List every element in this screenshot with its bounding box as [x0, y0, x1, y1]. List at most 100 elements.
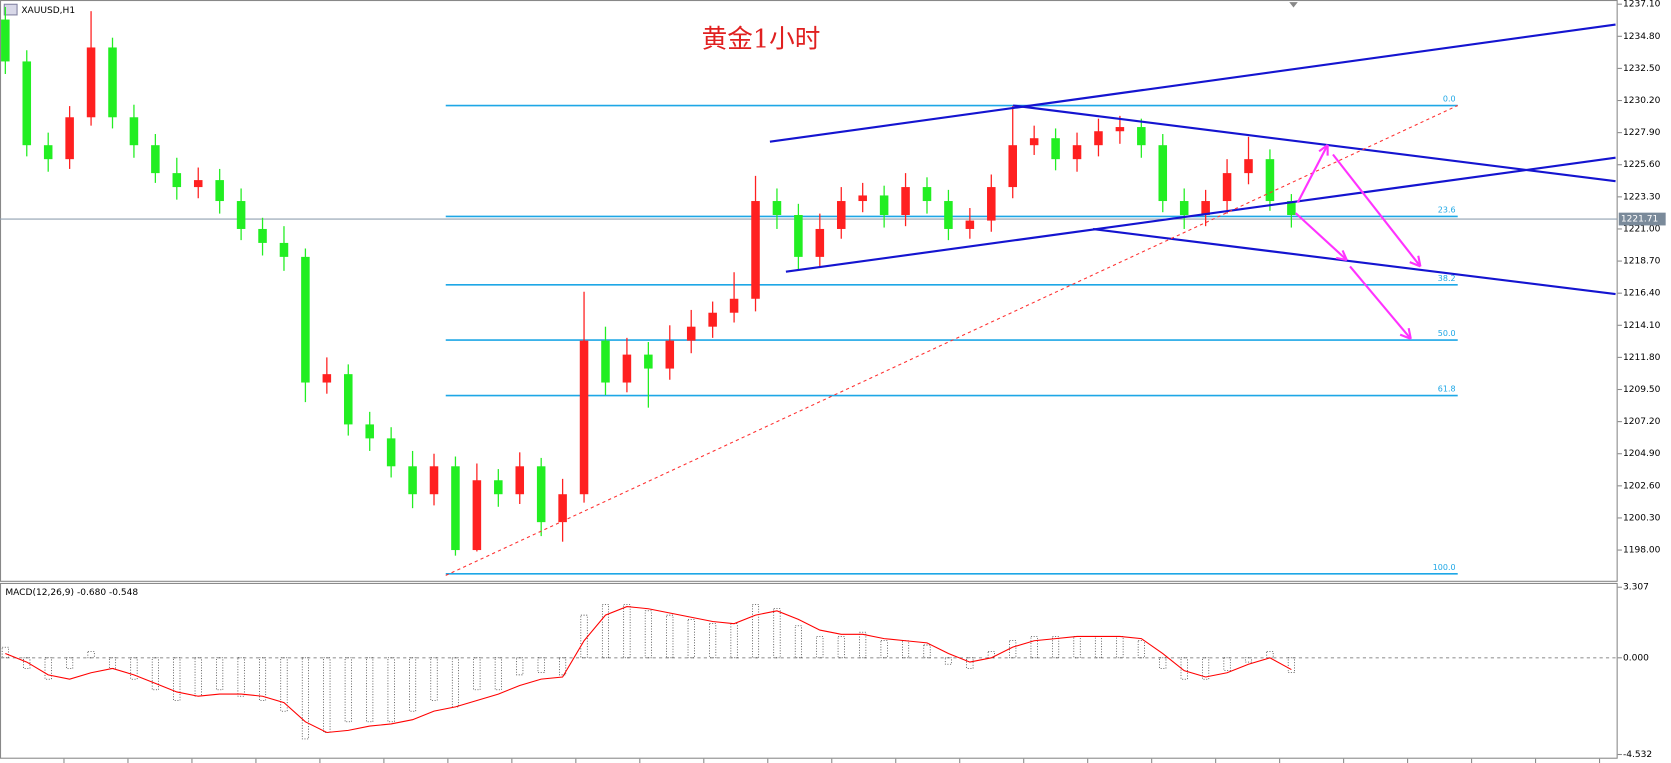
y-tick-label: 1216.40	[1623, 289, 1661, 299]
macd-bar	[66, 657, 74, 669]
series-layer: 0.0 23.6 38.2 50.0 61.8 100.0	[0, 6, 1618, 740]
candle-body	[236, 201, 246, 229]
macd-bar	[237, 657, 245, 697]
arrow	[1294, 212, 1348, 261]
macd-bar	[1244, 657, 1253, 663]
candle-body	[601, 340, 610, 383]
y-tick-label: 1202.60	[1623, 481, 1661, 491]
candle-body	[1244, 159, 1253, 174]
candle-body	[1158, 145, 1168, 202]
macd-bar	[1159, 657, 1167, 669]
macd-bar	[108, 657, 117, 669]
macd-bar	[1009, 640, 1017, 659]
candle-body	[901, 187, 910, 215]
fib-label: 50.0	[1438, 329, 1456, 338]
macd-bar	[537, 657, 545, 674]
fib-label: 38.2	[1438, 274, 1456, 283]
macd-bar	[44, 657, 52, 680]
drawings	[445, 23, 1616, 576]
macd-bar	[130, 657, 138, 680]
arrow	[1332, 153, 1422, 268]
candle-body	[1265, 159, 1275, 202]
macd-bar	[280, 657, 288, 712]
candle-body	[258, 228, 267, 243]
macd-bar	[301, 657, 309, 740]
candle-body	[365, 424, 374, 439]
candle-body	[558, 494, 567, 523]
last-price-label: 1221.71	[1621, 215, 1658, 225]
candle-body	[987, 187, 996, 221]
candle-body	[1051, 138, 1060, 160]
candle-body	[172, 173, 182, 188]
macd-bar	[409, 657, 417, 712]
candle-body	[686, 326, 696, 341]
arrow-head	[1335, 249, 1348, 262]
candle-body	[1137, 127, 1146, 146]
candle-body	[858, 195, 867, 202]
candle-body	[772, 201, 782, 215]
y-tick-label: 1234.80	[1623, 32, 1661, 42]
macd-bar	[259, 657, 267, 701]
candle-body	[944, 201, 953, 229]
macd-bar	[1202, 657, 1210, 680]
macd-bar	[687, 619, 695, 659]
macd-bar	[473, 657, 481, 691]
fib-label: 0.0	[1443, 95, 1456, 104]
macd-bar	[794, 625, 802, 659]
candle-body	[301, 256, 310, 383]
macd-bar	[859, 631, 867, 659]
trend-line	[769, 23, 1616, 143]
macd-bar	[151, 657, 159, 691]
candle-body	[815, 228, 825, 257]
macd-bar	[366, 657, 374, 723]
chart-title: 黄金1小时	[702, 24, 821, 54]
macd-bar	[23, 657, 31, 669]
y-tick-label: 1218.70	[1623, 257, 1661, 267]
arrow	[1296, 144, 1329, 203]
macd-bar	[494, 657, 502, 691]
candle-body	[1094, 131, 1103, 146]
macd-bar	[430, 657, 438, 701]
fib-baseline	[445, 105, 1458, 576]
candle-body	[86, 47, 96, 118]
y-tick-label: 1223.30	[1623, 192, 1661, 202]
y-tick-label: 1214.10	[1623, 321, 1661, 331]
macd-bar	[216, 657, 224, 691]
candle-body	[751, 201, 760, 299]
y-tick-label: 1200.30	[1623, 513, 1661, 523]
y-tick-label: 1230.20	[1623, 96, 1661, 106]
macd-bar	[623, 604, 631, 659]
macd-bar	[173, 657, 181, 701]
y-tick-label: 1207.20	[1623, 417, 1661, 427]
candle-body	[1072, 145, 1082, 160]
candle-body	[794, 214, 803, 257]
macd-bar	[1052, 636, 1060, 659]
fib-label: 61.8	[1438, 385, 1456, 394]
candle-body	[279, 242, 289, 257]
y-tick-label: 1237.10	[1623, 0, 1661, 10]
macd-bar	[816, 636, 824, 659]
candle-body	[151, 145, 160, 174]
arrow-head	[1318, 144, 1329, 156]
candle-body	[1222, 173, 1232, 202]
trend-line	[785, 156, 1616, 273]
candle-body	[879, 195, 889, 215]
macd-bar	[323, 657, 331, 733]
candle-body	[43, 145, 53, 160]
y-tick-label: 1209.50	[1623, 385, 1661, 395]
arrow-head	[1399, 328, 1412, 340]
candle-body	[193, 180, 203, 188]
macd-bar	[559, 657, 567, 676]
shift-marker	[1289, 2, 1298, 8]
macd-bar	[644, 610, 652, 659]
candle-body	[344, 374, 353, 425]
symbol-label: XAUUSD,H1	[21, 6, 75, 16]
macd-bar	[752, 604, 760, 659]
candle-body	[129, 117, 139, 146]
candle-body	[472, 480, 482, 551]
candle-body	[65, 117, 74, 160]
candle-body	[922, 187, 932, 202]
last-price-box	[1618, 212, 1666, 226]
macd-bar	[1137, 640, 1145, 659]
